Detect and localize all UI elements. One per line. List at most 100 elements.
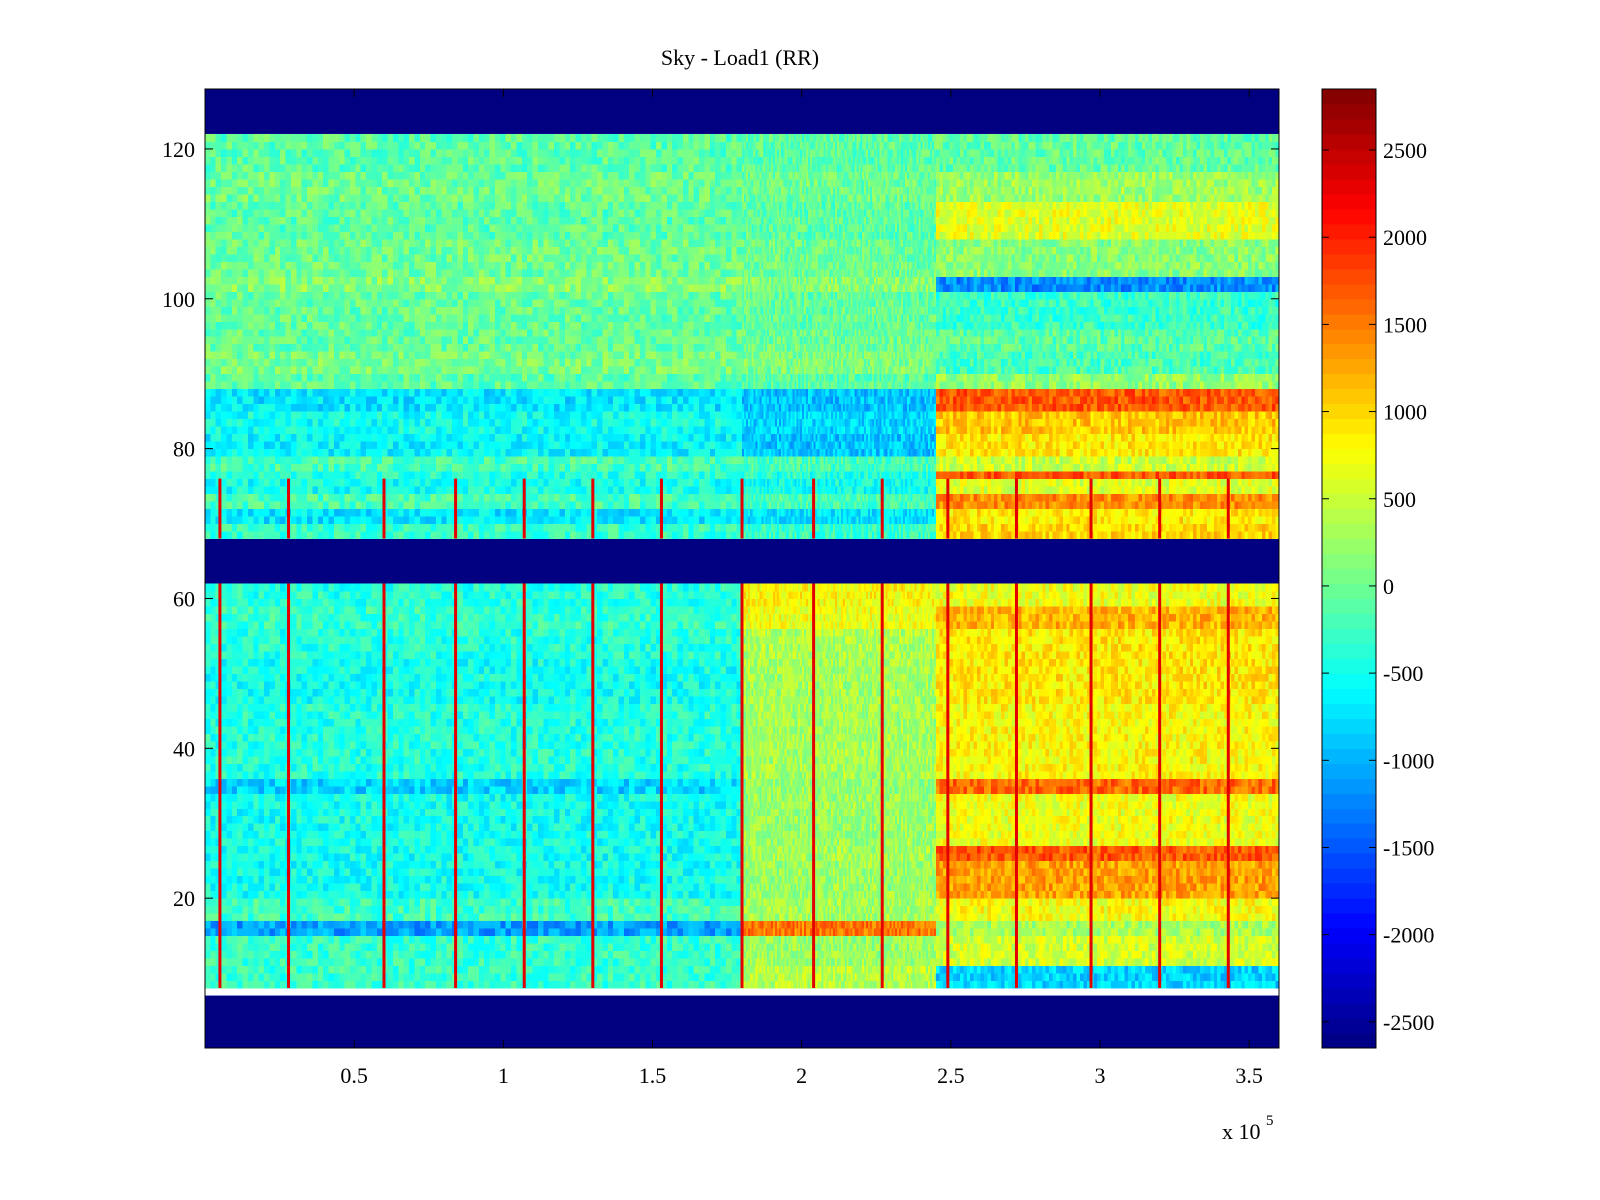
heatmap-cell xyxy=(280,913,286,921)
heatmap-cell xyxy=(468,943,474,951)
heatmap-cell xyxy=(1173,981,1177,989)
heatmap-cell xyxy=(960,921,964,929)
heatmap-cell xyxy=(1001,981,1005,989)
heatmap-cell xyxy=(1025,921,1029,929)
heatmap-cell xyxy=(1152,943,1156,951)
heatmap-cell xyxy=(232,966,238,974)
heatmap-cell xyxy=(296,943,302,951)
heatmap-cell xyxy=(1162,958,1166,966)
heatmap-cell xyxy=(275,928,281,936)
heatmap-cell xyxy=(608,951,614,959)
heatmap-cell xyxy=(388,958,394,966)
heatmap-cell xyxy=(205,981,211,989)
heatmap-cell xyxy=(1070,966,1074,974)
heatmap-cell xyxy=(345,981,351,989)
heatmap-cell xyxy=(1210,928,1214,936)
heatmap-cell xyxy=(1214,951,1218,959)
heatmap-cell xyxy=(205,921,211,929)
heatmap-cell xyxy=(1083,973,1087,981)
heatmap-cell xyxy=(307,943,313,951)
heatmap-cell xyxy=(431,936,437,944)
heatmap-cell xyxy=(414,951,420,959)
heatmap-cell xyxy=(355,981,361,989)
heatmap-cell xyxy=(1042,921,1046,929)
heatmap-cell xyxy=(974,921,978,929)
heatmap-cell xyxy=(1063,981,1067,989)
heatmap-cell xyxy=(1070,981,1074,989)
heatmap-cell xyxy=(210,921,216,929)
heatmap-cell xyxy=(984,943,988,951)
heatmap-cell xyxy=(345,928,351,936)
heatmap-cell xyxy=(1046,951,1050,959)
heatmap-cell xyxy=(1032,981,1036,989)
heatmap-cell xyxy=(1022,928,1026,936)
heatmap-cell xyxy=(970,921,974,929)
heatmap-cell xyxy=(296,928,302,936)
heatmap-cell xyxy=(559,966,565,974)
heatmap-cell xyxy=(226,958,232,966)
heatmap-cell xyxy=(436,936,442,944)
heatmap-cell xyxy=(953,936,957,944)
heatmap-cell xyxy=(323,981,329,989)
heatmap-cell xyxy=(608,958,614,966)
heatmap-cell xyxy=(1221,958,1225,966)
heatmap-cell xyxy=(345,966,351,974)
heatmap-cell xyxy=(624,966,630,974)
heatmap-cell xyxy=(1029,951,1033,959)
heatmap-cell xyxy=(549,958,555,966)
heatmap-cell xyxy=(1173,928,1177,936)
heatmap-cell xyxy=(1186,981,1190,989)
heatmap-cell xyxy=(970,981,974,989)
heatmap-cell xyxy=(441,936,447,944)
heatmap-cell xyxy=(688,936,694,944)
heatmap-cell xyxy=(704,973,710,981)
heatmap-cell xyxy=(1248,981,1252,989)
heatmap-cell xyxy=(280,928,286,936)
heatmap-cell xyxy=(457,913,463,921)
heatmap-cell xyxy=(683,943,689,951)
heatmap-cell xyxy=(1039,943,1043,951)
heatmap-cell xyxy=(640,981,646,989)
heatmap-cell xyxy=(296,966,302,974)
heatmap-cell xyxy=(318,906,324,914)
heatmap-cell xyxy=(688,928,694,936)
heatmap-cell xyxy=(377,973,383,981)
heatmap-cell xyxy=(1166,973,1170,981)
heatmap-cell xyxy=(608,966,614,974)
heatmap-cell xyxy=(221,921,227,929)
heatmap-cell xyxy=(334,906,340,914)
heatmap-cell xyxy=(345,943,351,951)
heatmap-cell xyxy=(425,958,431,966)
heatmap-cell xyxy=(1234,966,1238,974)
heatmap-cell xyxy=(672,936,678,944)
heatmap-cell xyxy=(398,921,404,929)
heatmap-cell xyxy=(651,951,657,959)
heatmap-cell xyxy=(1152,921,1156,929)
heatmap-cell xyxy=(943,958,947,966)
heatmap-cell xyxy=(1018,921,1022,929)
heatmap-cell xyxy=(280,981,286,989)
heatmap-cell xyxy=(500,943,506,951)
heatmap-cell xyxy=(672,913,678,921)
heatmap-masked-region xyxy=(205,996,1279,1048)
heatmap-cell xyxy=(1173,958,1177,966)
heatmap-cell xyxy=(1221,921,1225,929)
heatmap-cell xyxy=(939,966,943,974)
heatmap-cell xyxy=(361,936,367,944)
heatmap-cell xyxy=(613,943,619,951)
heatmap-cell xyxy=(624,928,630,936)
heatmap-cell xyxy=(474,913,480,921)
heatmap-cell xyxy=(998,921,1002,929)
heatmap-cell xyxy=(1011,928,1015,936)
heatmap-cell xyxy=(275,921,281,929)
heatmap-cell xyxy=(253,973,259,981)
heatmap-cell xyxy=(559,936,565,944)
heatmap-cell xyxy=(237,921,243,929)
heatmap-cell xyxy=(991,921,995,929)
heatmap-cell xyxy=(1200,966,1204,974)
heatmap-cell xyxy=(586,928,592,936)
heatmap-cell xyxy=(393,943,399,951)
heatmap-cell xyxy=(624,921,630,929)
heatmap-cell xyxy=(1131,943,1135,951)
heatmap-cell xyxy=(1111,958,1115,966)
